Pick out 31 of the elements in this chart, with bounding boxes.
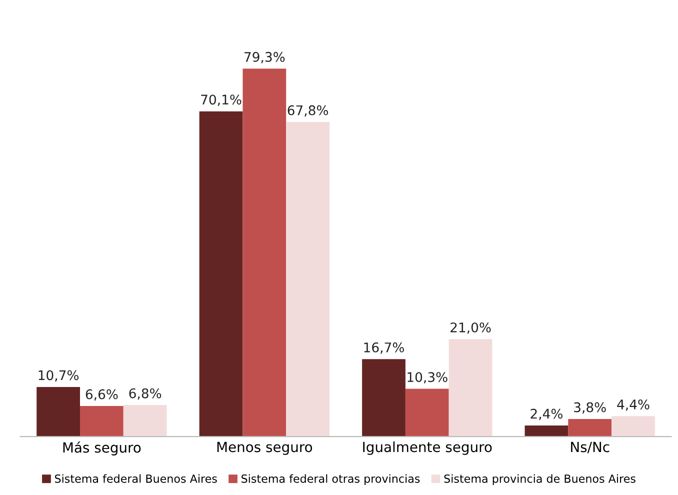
bar — [286, 122, 330, 437]
data-label: 70,1% — [201, 94, 242, 106]
bar — [448, 339, 492, 437]
bar — [568, 418, 612, 437]
data-label: 21,0% — [450, 322, 491, 334]
bar — [405, 388, 449, 437]
legend-label: Sistema federal Buenos Aires — [54, 474, 217, 483]
data-label: 10,7% — [38, 370, 79, 382]
x-tick-label: Menos seguro — [217, 442, 312, 455]
legend-label: Sistema provincia de Buenos Aires — [444, 474, 636, 485]
legend-label: Sistema federal otras provincias — [242, 474, 420, 485]
data-label: 16,7% — [364, 342, 404, 354]
x-tick-label: Igualmente seguro — [363, 441, 492, 455]
data-label: 10,3% — [408, 372, 448, 384]
x-tick-label: Más seguro — [63, 441, 141, 456]
bar — [123, 405, 167, 437]
data-label: 79,3% — [244, 52, 285, 64]
x-tick-label: Ns/Nc — [571, 442, 610, 454]
data-label: 2,4% — [530, 408, 562, 420]
data-label: 6,8% — [129, 388, 162, 400]
data-label: 4,4% — [617, 399, 650, 411]
data-label: 6,6% — [86, 389, 118, 401]
bar — [362, 359, 406, 437]
data-label: 67,8% — [288, 105, 328, 117]
bar — [524, 425, 568, 437]
bar — [199, 111, 243, 437]
bar — [80, 406, 124, 437]
data-label: 3,8% — [574, 402, 606, 414]
bar — [242, 68, 286, 437]
bar — [612, 416, 655, 437]
bar — [36, 386, 80, 437]
